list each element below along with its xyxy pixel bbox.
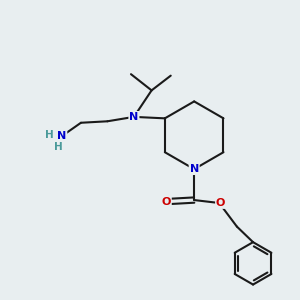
Text: H: H [45, 130, 54, 140]
Text: N: N [190, 164, 199, 174]
Text: N: N [57, 131, 66, 141]
Text: O: O [216, 198, 225, 208]
Text: O: O [161, 196, 171, 206]
Text: H: H [54, 142, 63, 152]
Text: N: N [129, 112, 139, 122]
